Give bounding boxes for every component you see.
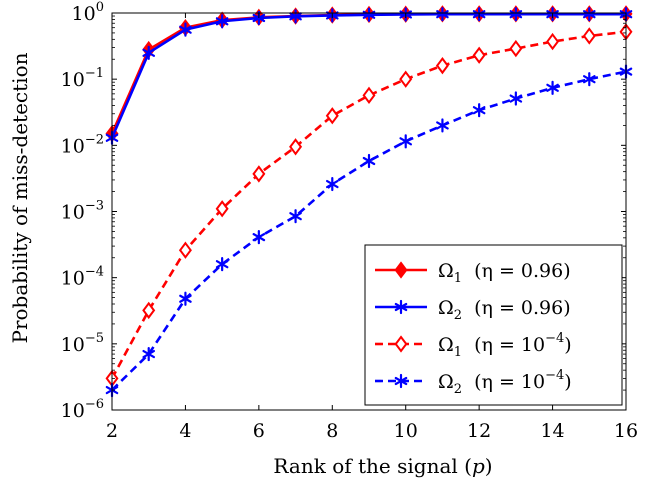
series-4-point xyxy=(509,91,523,106)
series-2-point xyxy=(289,9,302,24)
y-axis-title: Probability of miss-detection xyxy=(8,52,32,343)
series-3-point xyxy=(472,46,486,64)
y-tick-label: 10−3 xyxy=(61,199,104,224)
series-3-point xyxy=(362,86,376,104)
x-tick-label: 6 xyxy=(253,420,265,442)
series-4-point xyxy=(142,346,156,362)
series-3-point xyxy=(325,107,339,125)
y-tick-label: 10−2 xyxy=(61,132,104,157)
legend-label-4: Ω2 (η = 10−4) xyxy=(438,368,572,397)
legend: Ω1 (η = 0.96) Ω2 (η = 0.96) Ω1 (η = 10−4) Ω… xyxy=(364,244,623,406)
plot-area xyxy=(105,5,633,398)
y-tick-label: 10−6 xyxy=(61,397,104,422)
legend-label-1: Ω1 (η = 0.96) xyxy=(438,260,571,286)
series-4-point xyxy=(215,257,229,272)
series-line-4 xyxy=(111,70,627,392)
axes: 2 4 6 8 10 12 14 16 100 10−1 10−2 10−3 10−4 10−5 10−6 xyxy=(61,0,638,442)
legend-label-3: Ω1 (η = 10−4) xyxy=(438,331,572,360)
series-4-point xyxy=(289,209,302,224)
legend-marker-4 xyxy=(394,373,408,389)
series-3-point xyxy=(546,32,560,51)
legend-label-2: Ω2 (η = 0.96) xyxy=(438,297,571,323)
y-tick-label: 10−1 xyxy=(61,66,104,91)
series-3-point xyxy=(509,39,523,58)
x-tick-label: 8 xyxy=(326,420,338,442)
y-tick-label: 100 xyxy=(72,0,104,25)
legend-box xyxy=(364,244,623,406)
x-tick-label: 10 xyxy=(394,420,418,442)
y-tick-label: 10−4 xyxy=(61,265,104,290)
series-4-point xyxy=(546,80,559,95)
series-4-point xyxy=(325,176,339,192)
legend-marker-2 xyxy=(394,299,408,315)
series-4-point xyxy=(399,134,413,149)
x-tick-label: 2 xyxy=(106,420,118,442)
x-tick-label: 16 xyxy=(614,420,638,442)
series-2-point xyxy=(582,7,596,22)
series-4-point xyxy=(472,103,486,118)
legend-marker-1 xyxy=(394,261,408,279)
series-4-point xyxy=(436,118,449,133)
series-3-point xyxy=(399,70,413,88)
series-4-point xyxy=(252,230,266,245)
series-2-point xyxy=(179,22,192,37)
series-4-point xyxy=(179,291,192,306)
series-2-point xyxy=(215,14,229,29)
series-3-point xyxy=(289,138,303,156)
x-axis-title: Rank of the signal (p) xyxy=(273,454,492,478)
series-4-point xyxy=(362,153,376,169)
x-tick-label: 4 xyxy=(179,420,191,442)
series-3-point xyxy=(215,200,229,218)
series-2-point xyxy=(436,7,449,22)
legend-marker-3 xyxy=(394,335,408,353)
series-3-point xyxy=(142,301,156,320)
series-3-point xyxy=(435,56,449,75)
series-3-point xyxy=(252,165,266,183)
series-4-point xyxy=(582,72,596,87)
series-2-point xyxy=(509,7,523,22)
x-tick-label: 14 xyxy=(540,420,564,442)
series-2-point xyxy=(142,45,156,60)
x-tick-label: 12 xyxy=(467,420,491,442)
series-3-point xyxy=(178,241,192,259)
series-3-point xyxy=(582,27,596,45)
y-tick-label: 10−5 xyxy=(61,331,104,356)
